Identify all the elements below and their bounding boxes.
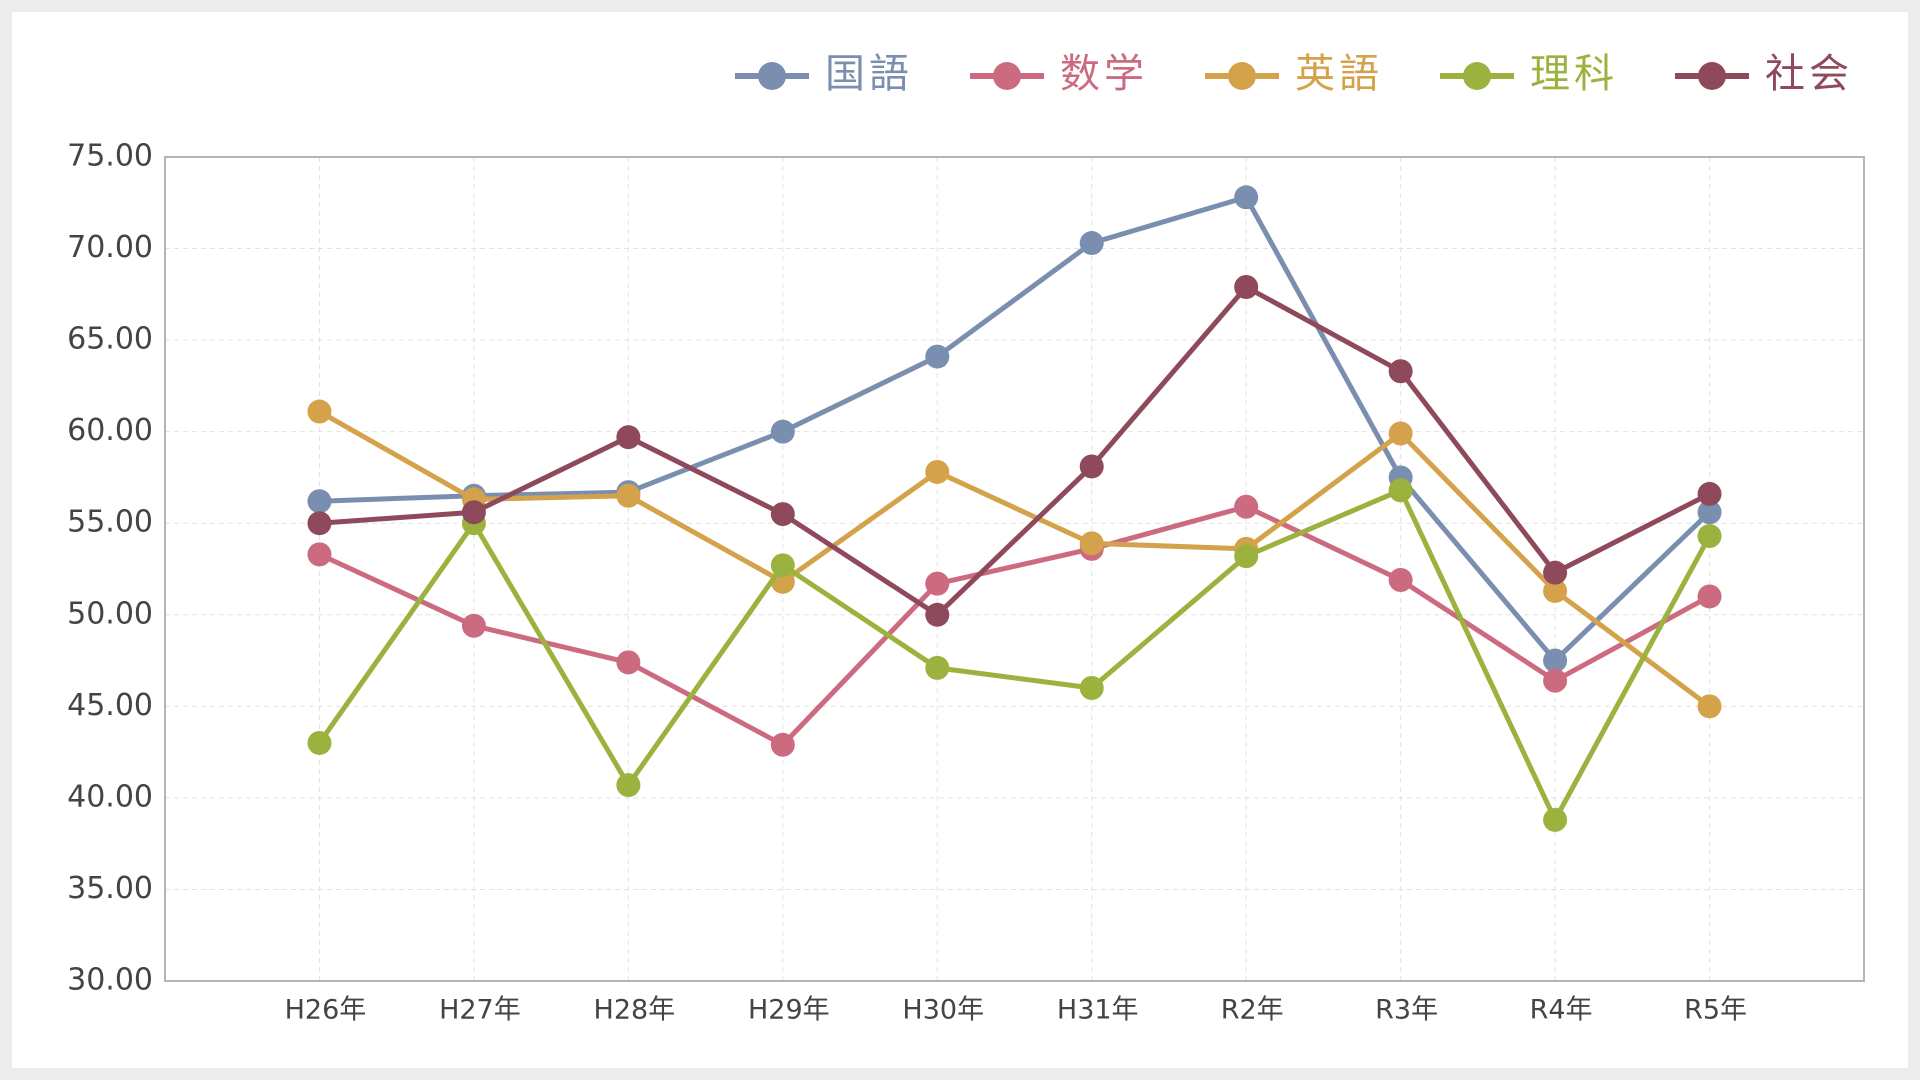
data-point: [307, 399, 332, 424]
data-point: [307, 511, 332, 536]
data-point: [1697, 481, 1722, 506]
y-tick-label: 40.00: [67, 779, 153, 814]
y-tick-label: 35.00: [67, 871, 153, 906]
data-point: [1234, 185, 1259, 210]
data-point: [1697, 694, 1722, 719]
x-tick-label: H27年: [439, 995, 521, 1026]
data-point: [1234, 275, 1259, 300]
x-tick-label: R2年: [1221, 995, 1284, 1026]
x-tick-label: R5年: [1684, 995, 1747, 1026]
legend-label: 国語: [825, 51, 913, 97]
data-point: [1543, 807, 1568, 832]
data-point: [925, 655, 950, 680]
x-tick-label: H28年: [594, 995, 676, 1026]
data-point: [1543, 648, 1568, 673]
series-line: [319, 284, 1711, 618]
data-point: [1543, 578, 1568, 603]
legend-marker: [1698, 62, 1726, 90]
y-tick-label: 60.00: [67, 413, 153, 448]
series-line: [318, 409, 1712, 709]
data-point: [616, 773, 641, 798]
data-point: [616, 650, 641, 675]
data-point: [1079, 676, 1104, 701]
data-point: [461, 500, 486, 525]
data-point: [925, 344, 950, 369]
data-point: [307, 730, 332, 755]
plot-frame: [164, 156, 1865, 982]
data-point: [616, 483, 641, 508]
x-tick-label: R4年: [1530, 995, 1593, 1026]
data-point: [770, 419, 795, 444]
x-tick-label: R3年: [1375, 995, 1438, 1026]
series-line: [319, 194, 1712, 664]
data-point: [770, 502, 795, 527]
y-tick-label: 70.00: [67, 230, 153, 265]
x-tick-label: H31年: [1057, 995, 1139, 1026]
data-point: [1079, 454, 1104, 479]
data-point: [1697, 584, 1722, 609]
data-point: [1697, 524, 1722, 549]
x-tick-label: H26年: [285, 995, 367, 1026]
legend-marker: [1228, 62, 1256, 90]
y-tick-label: 30.00: [67, 963, 153, 998]
y-tick-label: 55.00: [67, 505, 153, 540]
data-point: [1388, 359, 1413, 384]
data-point: [1079, 231, 1104, 256]
data-point: [925, 571, 950, 596]
data-point: [1543, 560, 1568, 585]
y-tick-label: 50.00: [67, 596, 153, 631]
data-point: [925, 602, 950, 627]
legend-label: 数学: [1060, 51, 1148, 97]
data-point: [1388, 567, 1413, 592]
data-point: [307, 489, 332, 514]
data-point: [1079, 531, 1104, 556]
data-point: [1388, 478, 1413, 503]
legend-label: 理科: [1530, 51, 1618, 97]
legend-label: 英語: [1295, 51, 1383, 97]
legend-marker: [1463, 62, 1491, 90]
data-point: [307, 542, 332, 567]
data-point: [925, 459, 950, 484]
series-line: [317, 487, 1712, 823]
legend-marker: [993, 62, 1021, 90]
y-tick-label: 65.00: [67, 322, 153, 357]
data-point: [1543, 668, 1568, 693]
data-point: [616, 425, 641, 450]
y-tick-label: 75.00: [67, 139, 153, 174]
data-point: [1234, 494, 1259, 519]
x-tick-label: H30年: [902, 995, 984, 1026]
legend-marker: [758, 62, 786, 90]
y-tick-label: 45.00: [67, 688, 153, 723]
series-line: [318, 504, 1711, 748]
data-point: [1697, 500, 1722, 525]
data-point: [1234, 544, 1259, 569]
x-tick-label: H29年: [748, 995, 830, 1026]
data-point: [770, 732, 795, 757]
chart-background: [12, 12, 1908, 1068]
data-point: [461, 613, 486, 638]
legend-label: 社会: [1765, 51, 1853, 97]
data-point: [770, 553, 795, 578]
data-point: [1388, 421, 1413, 446]
